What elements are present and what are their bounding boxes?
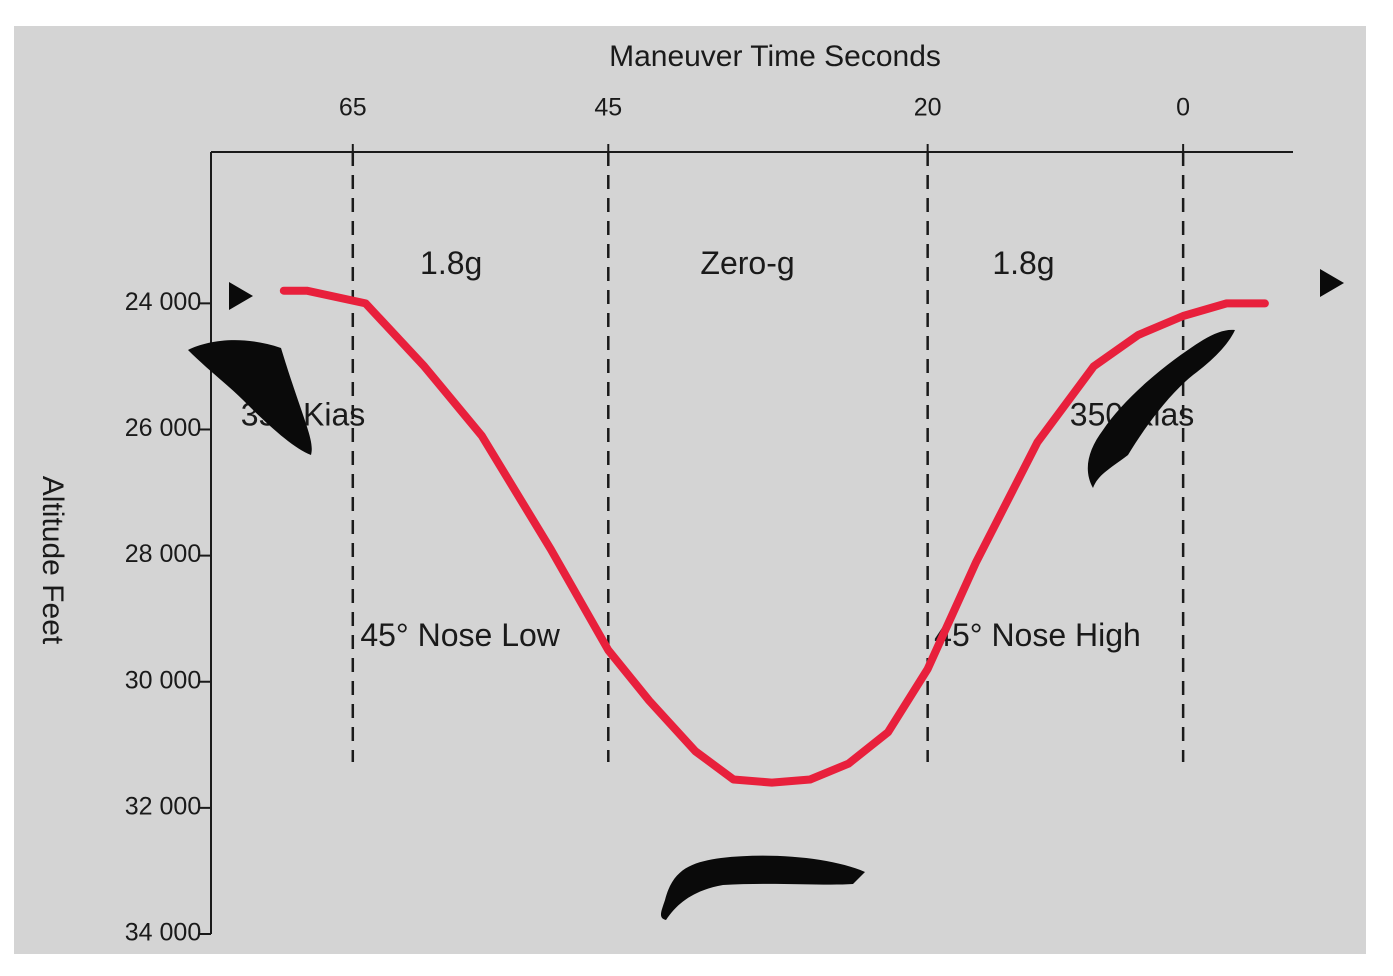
x-tick-label-group: 45 — [594, 94, 622, 122]
x-axis-title: Maneuver Time Seconds — [609, 40, 941, 73]
aircraft-silhouettes — [188, 329, 1235, 920]
annotation-label: 45° Nose High — [934, 617, 1141, 653]
x-tick-label: 20 — [914, 94, 942, 122]
y-tick-label: 34 000 — [125, 919, 201, 947]
y-tick-label: 24 000 — [125, 288, 201, 316]
y-tick-label: 26 000 — [125, 414, 201, 442]
chart-background — [14, 26, 1366, 954]
annotation-label: 45° Nose Low — [360, 617, 560, 653]
annotation-label-group: 45° Nose High — [934, 617, 1141, 653]
y-tick-label-group: 26 000 — [125, 414, 201, 442]
annotation-label: Zero-g — [700, 245, 794, 281]
y-tick-label: 32 000 — [125, 792, 201, 820]
y-tick-label-group: 32 000 — [125, 792, 201, 820]
x-tick-label-group: 0 — [1176, 94, 1190, 122]
altitude-curve — [279, 286, 1269, 787]
aircraft-icon-right — [1087, 329, 1235, 488]
x-tick-label: 0 — [1176, 94, 1190, 122]
annotation-label-group: 1.8g — [992, 245, 1054, 281]
aircraft-icon-left — [188, 340, 312, 455]
annotation-label: 1.8g — [992, 245, 1054, 281]
y-tick-label: 30 000 — [125, 666, 201, 694]
start-arrow-icon — [229, 282, 253, 310]
x-tick-label-group: 65 — [339, 94, 367, 122]
end-arrow-icon — [1320, 269, 1344, 297]
x-tick-label: 65 — [339, 94, 367, 122]
y-tick-label-group: 30 000 — [125, 666, 201, 694]
annotation-label-group: Zero-g — [700, 245, 794, 281]
y-tick-label-group: 28 000 — [125, 540, 201, 568]
x-tick-label-group: 20 — [914, 94, 942, 122]
y-axis-title: Altitude Feet — [36, 476, 69, 645]
annotation-label-group: 45° Nose Low — [360, 617, 560, 653]
y-axis-title-group: Altitude Feet — [36, 476, 69, 645]
y-tick-label: 28 000 — [125, 540, 201, 568]
y-tick-label-group: 34 000 — [125, 919, 201, 947]
annotation-label-group: 1.8g — [420, 245, 482, 281]
chart-axes: 0 20 45 65 24 000 26 000 28 000 30 000 32 000 34 … — [36, 40, 1293, 947]
x-tick-label: 45 — [594, 94, 622, 122]
aircraft-icon-bottom — [660, 855, 865, 920]
x-axis-title-group: Maneuver Time Seconds — [609, 40, 941, 73]
annotation-label: 1.8g — [420, 245, 482, 281]
y-tick-label-group: 24 000 — [125, 288, 201, 316]
mirrored-chart-group: 0 20 45 65 24 000 26 000 28 000 30 000 32 000 34 … — [36, 40, 1344, 947]
